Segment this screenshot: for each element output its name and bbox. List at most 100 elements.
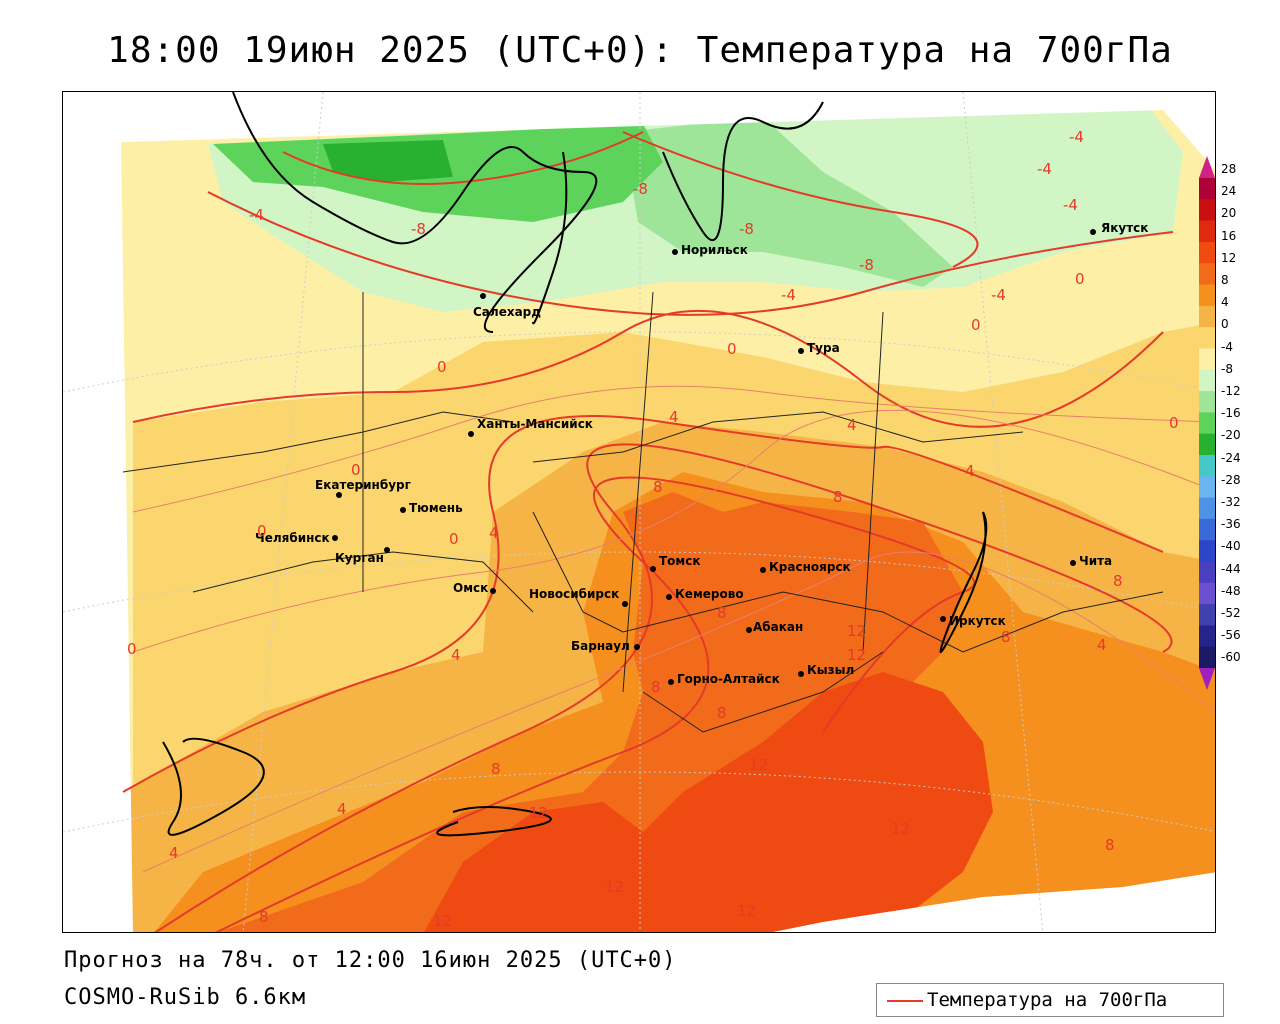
colorbar-tick-label: -48 xyxy=(1221,583,1241,598)
colorbar-tick-label: -60 xyxy=(1221,650,1241,665)
isotherm-label: 8 xyxy=(651,678,661,696)
colorbar-segment xyxy=(1199,454,1215,477)
isotherm-label: 0 xyxy=(449,530,459,548)
isotherm-label: 8 xyxy=(717,604,727,622)
isotherm-label: 0 xyxy=(971,316,981,334)
city-novosibirsk[interactable]: Новосибирск xyxy=(529,587,628,607)
city-tura[interactable]: Тура xyxy=(798,341,840,355)
isotherm-label: 0 xyxy=(1075,270,1085,288)
colorbar-bottom-arrow xyxy=(1199,668,1215,690)
colorbar-tick-label: 16 xyxy=(1221,228,1237,243)
temperature-map[interactable]: Якутск Норильск Салехард Тура Ханты-Манс… xyxy=(62,91,1216,933)
colorbar-tick-label: -36 xyxy=(1221,517,1241,532)
city-barnaul[interactable]: Барнаул xyxy=(571,639,640,653)
city-gorno-altaysk[interactable]: Горно-Алтайск xyxy=(668,672,780,686)
forecast-info: Прогноз на 78ч. от 12:00 16июн 2025 (UTC… xyxy=(64,948,677,973)
map-canvas: Якутск Норильск Салехард Тура Ханты-Манс… xyxy=(63,92,1215,932)
svg-text:Норильск: Норильск xyxy=(681,243,748,257)
svg-text:Салехард: Салехард xyxy=(473,305,541,319)
isotherm-label: -8 xyxy=(859,256,874,274)
city-tomsk[interactable]: Томск xyxy=(650,554,701,572)
colorbar-segment xyxy=(1199,241,1215,264)
svg-text:Ханты-Мансийск: Ханты-Мансийск xyxy=(477,417,593,431)
city-chelyabinsk[interactable]: Челябинск xyxy=(255,531,338,545)
city-irkutsk[interactable]: Иркутск xyxy=(940,614,1006,628)
colorbar-tick-label: -28 xyxy=(1221,472,1241,487)
city-abakan[interactable]: Абакан xyxy=(746,620,803,634)
isotherm-label: 12 xyxy=(847,622,866,640)
isotherm-label: 0 xyxy=(437,358,447,376)
isotherms-minor xyxy=(132,385,1215,873)
colorbar-tick-label: -44 xyxy=(1221,561,1241,576)
isotherm-label: 12 xyxy=(737,902,756,920)
colorbar-segment xyxy=(1199,178,1215,200)
cities: Якутск Норильск Салехард Тура Ханты-Манс… xyxy=(255,221,1148,686)
isotherm-label: 4 xyxy=(451,646,461,664)
colorbar-tick-label: -40 xyxy=(1221,539,1241,554)
svg-text:Тура: Тура xyxy=(807,341,840,355)
colorbar-segment xyxy=(1199,561,1215,584)
isotherm-label: -4 xyxy=(1037,160,1052,178)
domain-mask-right xyxy=(773,872,1215,932)
colorbar-tick-label: 12 xyxy=(1221,250,1237,265)
svg-text:Барнаул: Барнаул xyxy=(571,639,630,653)
colorbar-segment xyxy=(1199,369,1215,392)
isotherm-label: -8 xyxy=(633,180,648,198)
isotherm-label: 4 xyxy=(965,462,975,480)
svg-text:Новосибирск: Новосибирск xyxy=(529,587,619,601)
colorbar-tick-label: 8 xyxy=(1221,273,1229,287)
colorbar-segment xyxy=(1199,305,1215,328)
svg-text:Кемерово: Кемерово xyxy=(675,587,744,601)
colorbar-tick-label: -52 xyxy=(1221,606,1241,620)
legend-label: Температура на 700гПа xyxy=(927,989,1168,1011)
isotherm-label: 0 xyxy=(727,340,737,358)
colorbar-segment xyxy=(1199,476,1215,499)
city-yakutsk[interactable]: Якутск xyxy=(1090,221,1148,235)
svg-text:Омск: Омск xyxy=(453,581,488,595)
colorbar-tick-label: -12 xyxy=(1221,384,1241,398)
admin-borders xyxy=(122,291,1164,733)
city-salekhard[interactable]: Салехард xyxy=(473,293,541,319)
isotherm-label: -8 xyxy=(411,220,426,238)
colorbar xyxy=(1199,156,1215,690)
city-chita[interactable]: Чита xyxy=(1070,554,1112,568)
isotherm-label: 12 xyxy=(847,646,866,664)
colorbar-tick-label: -56 xyxy=(1221,628,1241,643)
colorbar-tick-label: 20 xyxy=(1221,206,1237,221)
colorbar-tick-label: 0 xyxy=(1221,317,1229,332)
colorbar-segment xyxy=(1199,433,1215,456)
isotherm-label: 0 xyxy=(1169,414,1179,432)
isotherm-labels: -4 -4 -4 -8 -8 -8 -8 -4 -4 -4 0 0 0 0 0 … xyxy=(127,128,1179,930)
svg-text:Чита: Чита xyxy=(1079,554,1112,568)
city-kurgan[interactable]: Курган xyxy=(335,547,390,565)
colorbar-segment xyxy=(1199,646,1215,669)
city-krasnoyarsk[interactable]: Красноярск xyxy=(760,560,851,574)
svg-text:Кызыл: Кызыл xyxy=(807,663,854,677)
map-title: 18:00 19июн 2025 (UTC+0): Температура на… xyxy=(107,30,1173,71)
isotherm-label: 4 xyxy=(337,800,347,818)
isotherms xyxy=(122,131,1174,932)
isotherm-label: -4 xyxy=(249,206,264,224)
city-khanty-mansiysk[interactable]: Ханты-Мансийск xyxy=(468,417,593,437)
city-kyzyl[interactable]: Кызыл xyxy=(798,663,854,677)
isotherm-label: 8 xyxy=(1113,572,1123,590)
isotherm-label: 12 xyxy=(433,912,452,930)
city-omsk[interactable]: Омск xyxy=(453,581,496,595)
city-yekaterinburg[interactable]: Екатеринбург xyxy=(315,478,411,498)
svg-text:Абакан: Абакан xyxy=(753,620,803,634)
isotherm-label: 12 xyxy=(749,756,768,774)
colorbar-segment xyxy=(1199,284,1215,307)
colorbar-tick-label: -4 xyxy=(1221,339,1233,354)
isotherm-label: 8 xyxy=(491,760,501,778)
city-tyumen[interactable]: Тюмень xyxy=(400,501,463,515)
isotherm-label: 0 xyxy=(257,522,267,540)
city-kemerovo[interactable]: Кемерово xyxy=(666,587,744,601)
city-norilsk[interactable]: Норильск xyxy=(672,243,748,257)
isotherm-label: 8 xyxy=(833,488,843,506)
colorbar-segment xyxy=(1199,540,1215,562)
colorbar-tick-label: 4 xyxy=(1221,295,1229,310)
colorbar-tick-label: 24 xyxy=(1221,184,1237,199)
isotherm-label: 8 xyxy=(717,704,727,722)
legend: Температура на 700гПа xyxy=(876,983,1224,1017)
colorbar-tick-label: -8 xyxy=(1221,361,1233,376)
